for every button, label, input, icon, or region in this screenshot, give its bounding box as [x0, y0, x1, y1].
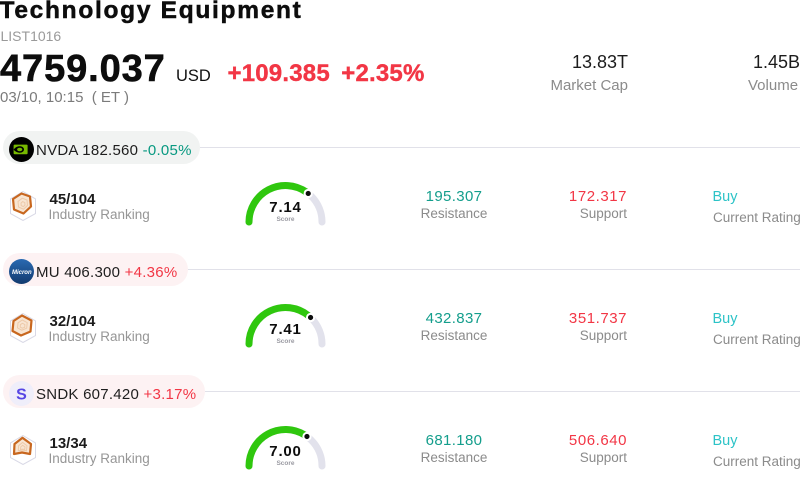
svg-text:Micron: Micron [11, 269, 31, 275]
svg-text:S: S [16, 386, 27, 403]
